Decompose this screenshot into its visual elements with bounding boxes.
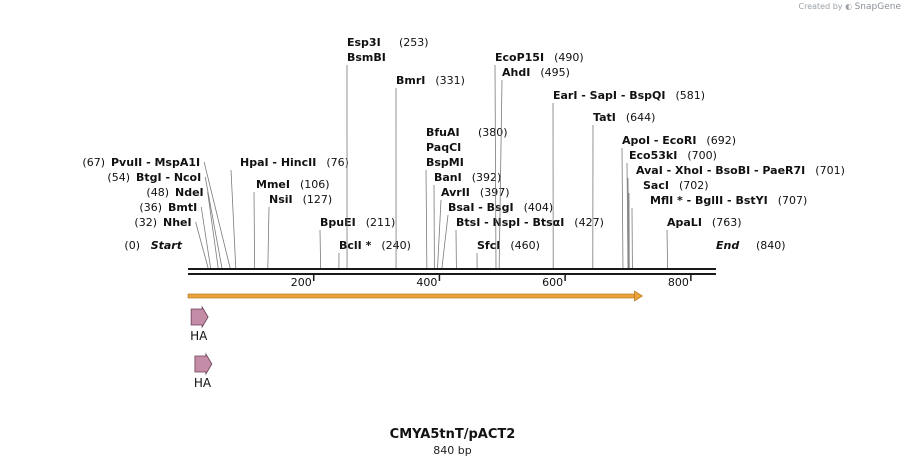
site-avrii-position: (397) <box>480 186 510 199</box>
site-apoi-ecori-label: ApoI - EcoRI <box>622 134 696 147</box>
site-bpuei-leader <box>319 229 322 269</box>
site-bpuei-label: BpuEI <box>320 216 356 229</box>
orf-arrow-shaft <box>187 293 637 299</box>
site-btgi-ncoi-label: BtgI - NcoI <box>136 171 201 184</box>
ha-tag-arrow-2 <box>194 352 213 376</box>
snapgene-brand: Created by ◐ SnapGene <box>799 2 902 12</box>
orf-arrowhead <box>634 290 644 302</box>
site-nhei-label: NheI <box>163 216 192 229</box>
snapgene-logo-icon: ◐ <box>845 2 853 11</box>
site-apoi-ecori-position: (692) <box>706 134 736 147</box>
site-eari-sapi-bspqi-position: (581) <box>675 89 705 102</box>
site-avai-xhoi-bsobi-paer7i-leader <box>627 177 630 269</box>
site-btsi-nspi-bts-i-position: (427) <box>574 216 604 229</box>
site-mmei-leader <box>253 191 256 269</box>
site-bsai-bsgi-position: (404) <box>524 201 554 214</box>
site-nsii-label: NsiI <box>269 193 293 206</box>
site-bpuei-position: (211) <box>366 216 396 229</box>
site-btsi-nspi-bts-i-label: BtsI - NspI - BtsαI <box>456 216 564 229</box>
site-bfuai-paqci-bspmi-leader <box>425 169 428 269</box>
site-bsai-bsgi-leader <box>441 214 449 269</box>
site-ndei-label: NdeI <box>175 186 204 199</box>
site-eco53ki-leader <box>626 162 629 269</box>
brand-prefix: Created by <box>798 2 843 11</box>
site-bani-position: (392) <box>472 171 502 184</box>
site-avrii-leader <box>437 199 442 269</box>
site-sfci-position: (460) <box>510 239 540 252</box>
site-bani-label: BanI <box>434 171 462 184</box>
site-pvuii-mspa1i-leader <box>203 161 231 269</box>
site-nhei-leader <box>195 221 209 269</box>
site-ahdi-label: AhdI <box>502 66 530 79</box>
end-label: End <box>716 239 739 252</box>
site-pvuii-mspa1i-label: PvuII - MspA1I <box>111 156 200 169</box>
tick-label: 200 <box>291 276 312 289</box>
site-btgi-ncoi-position: (54) <box>107 171 130 184</box>
start-position: (0) <box>124 239 140 252</box>
site-eco53ki-label: Eco53kI <box>629 149 677 162</box>
site-tati-position: (644) <box>626 111 656 124</box>
site-saci-label: SacI <box>643 179 669 192</box>
site-eari-sapi-bspqi-label: EarI - SapI - BspQI <box>553 89 665 102</box>
site-mfli-bglii-bstyi-position: (707) <box>778 194 808 207</box>
site-bfuai-paqci-bspmi-position: (380) <box>478 126 508 139</box>
site-bmti-label: BmtI <box>168 201 197 214</box>
tick-label: 600 <box>542 276 563 289</box>
plasmid-title: CMYA5tnT/pACT2 <box>389 427 516 442</box>
site-bfuai-paqci-bspmi-label: BfuAI <box>426 126 460 139</box>
site-bcli-label: BclI * <box>339 239 372 252</box>
start-label: Start <box>151 239 183 252</box>
ha-tag-arrow-1 <box>190 305 209 329</box>
site-ahdi-position: (495) <box>540 66 570 79</box>
site-pvuii-mspa1i-position: (67) <box>82 156 105 169</box>
site-btgi-ncoi-leader <box>204 176 223 269</box>
site-ndei-position: (48) <box>146 186 169 199</box>
site-nsii-position: (127) <box>303 193 333 206</box>
site-nhei-position: (32) <box>134 216 157 229</box>
site-bsai-bsgi-label: BsaI - BsgI <box>448 201 514 214</box>
site-apali-leader <box>666 229 668 269</box>
brand-name: SnapGene <box>854 2 901 12</box>
site-esp3i-bsmbi-position: (253) <box>399 36 429 49</box>
site-mmei-position: (106) <box>300 178 330 191</box>
site-bmti-position: (36) <box>139 201 162 214</box>
tick-label: 400 <box>416 276 437 289</box>
site-tati-label: TatI <box>593 111 616 124</box>
plasmid-length: 840 bp <box>433 444 472 457</box>
site-avai-xhoi-bsobi-paer7i-position: (701) <box>815 164 845 177</box>
site-esp3i-bsmbi-label: Esp3I <box>347 36 381 49</box>
site-saci-position: (702) <box>679 179 709 192</box>
site-apali-position: (763) <box>712 216 742 229</box>
site-ndei-leader <box>207 191 219 269</box>
site-mfli-bglii-bstyi-label: MflI * - BglII - BstYI <box>650 194 768 207</box>
site-apoi-ecori-leader <box>621 147 624 269</box>
site-bfuai-paqci-bspmi-label: PaqCI <box>426 141 461 154</box>
site-bmri-label: BmrI <box>396 74 425 87</box>
site-hpai-hincii-label: HpaI - HincII <box>240 156 316 169</box>
site-nsii-leader <box>267 206 270 269</box>
tick-label: 800 <box>668 276 689 289</box>
ha-tag-label-1: HA <box>190 329 208 343</box>
site-ahdi-leader <box>498 79 503 269</box>
site-eco53ki-position: (700) <box>687 149 717 162</box>
ha-tag-label-2: HA <box>194 376 212 390</box>
site-mmei-label: MmeI <box>256 178 290 191</box>
site-apali-label: ApaLI <box>667 216 702 229</box>
end-position: (840) <box>756 239 786 252</box>
site-bmti-leader <box>200 206 212 269</box>
site-esp3i-bsmbi-label: BsmBI <box>347 51 386 64</box>
site-hpai-hincii-position: (76) <box>326 156 349 169</box>
site-ecop15i-leader <box>494 64 497 269</box>
site-avrii-label: AvrII <box>441 186 470 199</box>
site-ecop15i-position: (490) <box>554 51 584 64</box>
site-bfuai-paqci-bspmi-label: BspMI <box>426 156 464 169</box>
site-sfci-label: SfcI <box>477 239 500 252</box>
site-ecop15i-label: EcoP15I <box>495 51 544 64</box>
site-avai-xhoi-bsobi-paer7i-label: AvaI - XhoI - BsoBI - PaeR7I <box>636 164 805 177</box>
site-hpai-hincii-leader <box>230 169 237 269</box>
site-bmri-position: (331) <box>435 74 465 87</box>
